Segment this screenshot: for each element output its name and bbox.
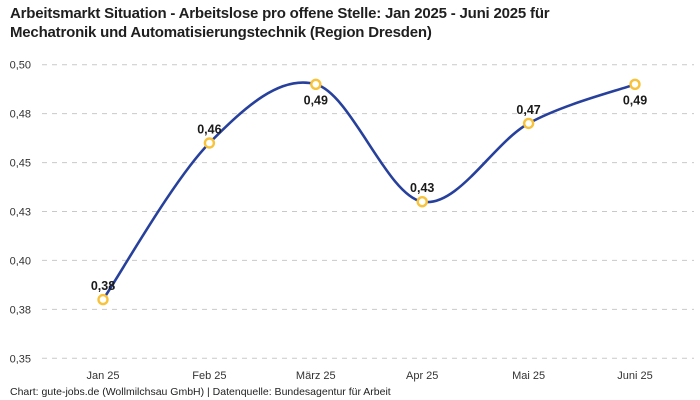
y-axis-tick-label: 0,35 xyxy=(10,353,31,365)
y-axis-tick-labels: 0,35 0,38 0,40 0,43 0,45 0,48 0,50 xyxy=(10,60,31,366)
x-axis-tick-label: Feb 25 xyxy=(192,370,226,382)
data-point-markers xyxy=(97,78,641,306)
data-point-label: 0,49 xyxy=(304,93,328,107)
series-line-group xyxy=(101,81,637,301)
y-axis-tick-label: 0,50 xyxy=(10,60,31,72)
x-axis-tick-labels: Jan 25 Feb 25 März 25 Apr 25 Mai 25 Juni 25 xyxy=(86,370,652,382)
y-axis-tick-label: 0,43 xyxy=(10,207,31,219)
data-point-label: 0,47 xyxy=(516,103,540,117)
data-point-marker xyxy=(310,78,322,91)
data-point-marker xyxy=(522,117,535,130)
data-point-label: 0,43 xyxy=(410,181,434,195)
x-axis-tick-label: Mai 25 xyxy=(512,370,545,382)
data-point-label: 0,38 xyxy=(91,279,115,293)
x-axis-tick-label: Juni 25 xyxy=(617,370,652,382)
chart-title-line1: Arbeitsmarkt Situation - Arbeitslose pro… xyxy=(10,5,550,22)
data-point-marker xyxy=(203,137,216,149)
data-point-marker xyxy=(629,78,641,91)
chart-credit: Chart: gute-jobs.de (Wollmilchsau GmbH) … xyxy=(10,386,391,398)
y-axis-tick-label: 0,40 xyxy=(10,255,31,267)
data-point-label: 0,49 xyxy=(623,93,647,107)
data-point-labels: 0,38 0,46 0,49 0,43 0,47 0,49 xyxy=(91,93,647,293)
y-axis-tick-label: 0,45 xyxy=(10,158,31,170)
y-axis-tick-label: 0,38 xyxy=(10,304,31,316)
data-point-label: 0,46 xyxy=(197,123,221,137)
chart-title: Arbeitsmarkt Situation - Arbeitslose pro… xyxy=(10,4,690,42)
chart-title-line2: Mechatronik und Automatisierungstechnik … xyxy=(10,24,432,41)
y-axis-tick-label: 0,48 xyxy=(10,109,31,121)
series-line xyxy=(101,81,637,301)
x-axis-tick-label: Apr 25 xyxy=(406,370,438,382)
x-axis-tick-label: März 25 xyxy=(296,370,336,382)
data-point-marker xyxy=(97,293,109,306)
data-point-marker xyxy=(416,195,428,208)
x-axis-tick-label: Jan 25 xyxy=(86,370,119,382)
gridlines xyxy=(42,64,694,359)
